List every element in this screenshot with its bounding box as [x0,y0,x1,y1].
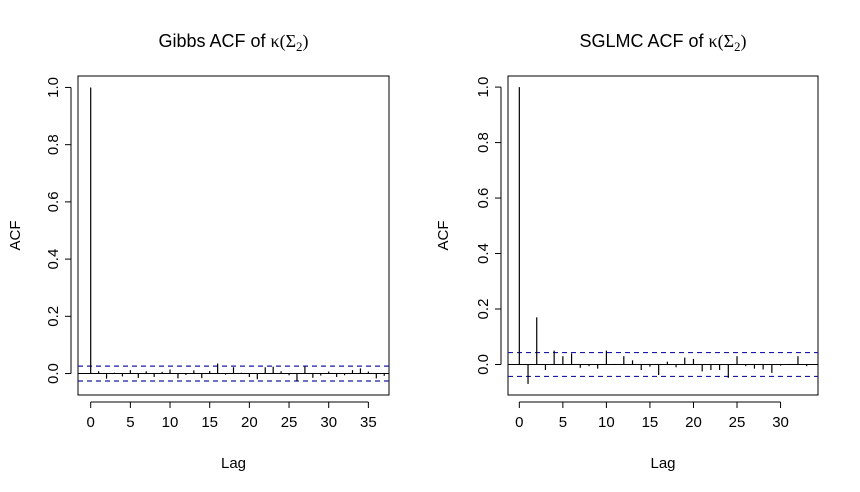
chart-1-title-suffix: ) [741,31,747,52]
chart-1-x-axis-label: Lag [650,455,675,472]
chart-0-y-tick-label: 0.4 [45,249,62,270]
chart-1-y-axis-label: ACF [435,221,452,251]
chart-0-title-subscript: 2 [296,39,303,54]
chart-0-title-math: κ(Σ [271,31,297,52]
chart-1-x-tick-label: 15 [642,414,659,431]
chart-0-y-tick-label: 1.0 [45,77,62,98]
chart-0-x-tick-label: 10 [162,414,179,431]
chart-1-y-tick-label: 0.8 [475,132,492,153]
chart-1-x-tick-label: 0 [515,414,523,431]
chart-1-y-tick-label: 1.0 [475,77,492,98]
chart-1-plot-frame [507,75,819,396]
chart-1-x-tick-label: 10 [598,414,615,431]
chart-1-title-math: κ(Σ [709,31,735,52]
chart-1-x-tick-label: 30 [772,414,789,431]
chart-0-x-axis-label: Lag [221,455,246,472]
chart-1-y-tick-label: 0.0 [475,354,492,375]
chart-1-title-prefix: SGLMC ACF of [579,31,708,51]
chart-0-y-tick-label: 0.2 [45,306,62,327]
chart-1-title-subscript: 2 [734,39,741,54]
chart-0-title-prefix: Gibbs ACF of [158,31,270,51]
chart-0-x-tick-label: 0 [87,414,95,431]
chart-0-y-tick-label: 0.8 [45,134,62,155]
sglmc-acf-panel: SGLMC ACF of κ(Σ2) 0 5 10 15 20 25 30 0.0 0.2 0.4 0… [435,31,819,472]
chart-0-x-tick-label: 15 [201,414,218,431]
gibbs-acf-panel: Gibbs ACF of κ(Σ2) 0 5 10 15 20 25 30 35 0.0 0.2 0.… [7,31,390,472]
chart-1-x-tick-label: 20 [685,414,702,431]
chart-0-y-tick-label: 0.6 [45,191,62,212]
chart-0-y-tick-label: 0.0 [45,363,62,384]
chart-1-x-tick-label: 25 [729,414,746,431]
chart-0-x-tick-label: 35 [360,414,377,431]
chart-1-y-tick-label: 0.6 [475,188,492,209]
chart-0-plot-frame [77,75,390,396]
chart-0-y-axis-label: ACF [7,221,24,251]
chart-1-y-tick-label: 0.2 [475,299,492,320]
chart-0-x-tick-label: 30 [320,414,337,431]
chart-1-x-tick-label: 5 [559,414,567,431]
chart-0-x-tick-label: 25 [281,414,298,431]
chart-0-x-tick-label: 5 [126,414,134,431]
chart-1-title: SGLMC ACF of κ(Σ2) [579,31,746,54]
chart-0-title-suffix: ) [303,31,309,52]
chart-0-title: Gibbs ACF of κ(Σ2) [158,31,308,54]
chart-0-x-tick-label: 20 [241,414,258,431]
chart-1-y-tick-label: 0.4 [475,243,492,264]
